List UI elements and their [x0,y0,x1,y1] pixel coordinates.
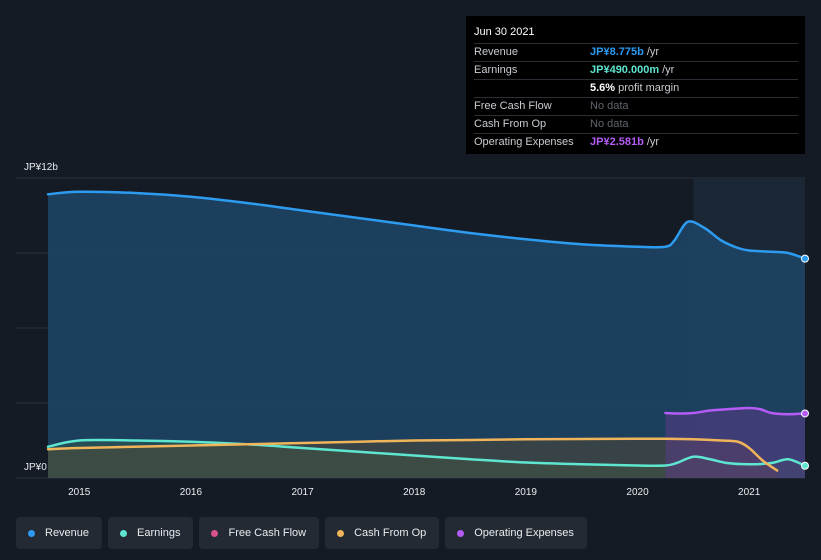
cash-from-op-area [48,438,778,478]
tooltip-row-value: No data [590,118,629,130]
y-axis-ticks: JP¥12b JP¥0 [24,162,58,473]
tooltip-row-value: JP¥8.775b [590,46,644,58]
tooltip-row-value: JP¥2.581b [590,136,644,148]
tooltip-row-label: Revenue [474,46,519,58]
tooltip-date: Jun 30 2021 [474,22,798,44]
x-tick-label: 2019 [515,487,538,498]
x-tick-label: 2021 [738,487,761,498]
operating-expenses-endpoint [801,409,809,418]
x-tick-label: 2017 [291,487,314,498]
tooltip-row: 5.6% profit margin [474,80,798,98]
legend-dot-icon [457,529,465,537]
revenue-endpoint [801,254,809,263]
tooltip-row: Revenue JP¥8.775b/yr [474,44,798,62]
x-tick-label: 2020 [626,487,649,498]
legend-label: Revenue [45,527,90,539]
series-areas [48,191,805,478]
legend-label: Cash From Op [354,527,427,539]
legend-dot-icon [28,529,35,537]
tooltip-row-label: Free Cash Flow [474,100,552,112]
x-axis-ticks: 2015 2016 2017 2018 2019 2020 2021 [68,487,761,498]
chart: 2015 2016 2017 2018 2019 2020 2021 JP¥12b JP¥0 [16,162,809,498]
earnings-endpoint [801,461,809,470]
legend-item-revenue[interactable]: Revenue [16,517,103,549]
operating-expenses-line [664,406,807,416]
tooltip-row-label: Earnings [474,64,518,76]
tooltip-row-label: Operating Expenses [474,136,574,148]
revenue-area [48,191,805,478]
tooltip-row: Operating Expenses JP¥2.581b/yr [474,134,798,151]
legend-dot-icon [211,529,219,537]
earnings-area [48,440,805,478]
legend: Revenue Earnings Free Cash Flow Cash From O… [16,517,587,549]
x-tick-label: 2015 [68,487,91,498]
legend-label: Earnings [137,527,181,539]
legend-item-earnings[interactable]: Earnings [108,517,194,549]
y-tick-label: JP¥0 [24,462,47,473]
legend-label: Operating Expenses [474,527,574,539]
operating-expenses-area [665,408,805,478]
tooltip-row-suffix: /yr [646,46,660,58]
legend-dot-icon [337,529,345,537]
legend-label: Free Cash Flow [228,527,307,539]
legend-item-cash-from-op[interactable]: Cash From Op [325,517,440,549]
series-endpoints [801,254,809,470]
tooltip-row: Free Cash Flow No data [474,98,798,116]
tooltip-row-value: 5.6% [590,82,616,94]
legend-item-free-cash-flow[interactable]: Free Cash Flow [199,517,320,549]
x-tick-label: 2016 [180,487,203,498]
revenue-line [46,190,807,260]
y-tick-label: JP¥12b [24,162,58,173]
tooltip-row-suffix: profit margin [618,82,680,94]
earnings-line [46,438,807,467]
tooltip-row: Earnings JP¥490.000m/yr [474,62,798,80]
tooltip-row-label [474,80,590,97]
tooltip-row-value: No data [590,100,629,112]
data-tooltip: Jun 30 2021 Revenue JP¥8.775b/yr Earnings J… [466,16,805,154]
tooltip-row-value: JP¥490.000m [590,64,660,76]
legend-item-operating-expenses[interactable]: Operating Expenses [445,517,587,549]
tooltip-row-label: Cash From Op [474,118,547,130]
tooltip-row-suffix: /yr [646,136,660,148]
series-lines [46,190,807,472]
tooltip-row-suffix: /yr [662,64,675,76]
tooltip-rows: Revenue JP¥8.775b/yr Earnings JP¥490.000m/y… [474,44,798,151]
legend-dot-icon [120,529,128,537]
x-tick-label: 2018 [403,487,426,498]
tooltip-row: Cash From Op No data [474,116,798,134]
cash-from-op-line [46,437,779,472]
